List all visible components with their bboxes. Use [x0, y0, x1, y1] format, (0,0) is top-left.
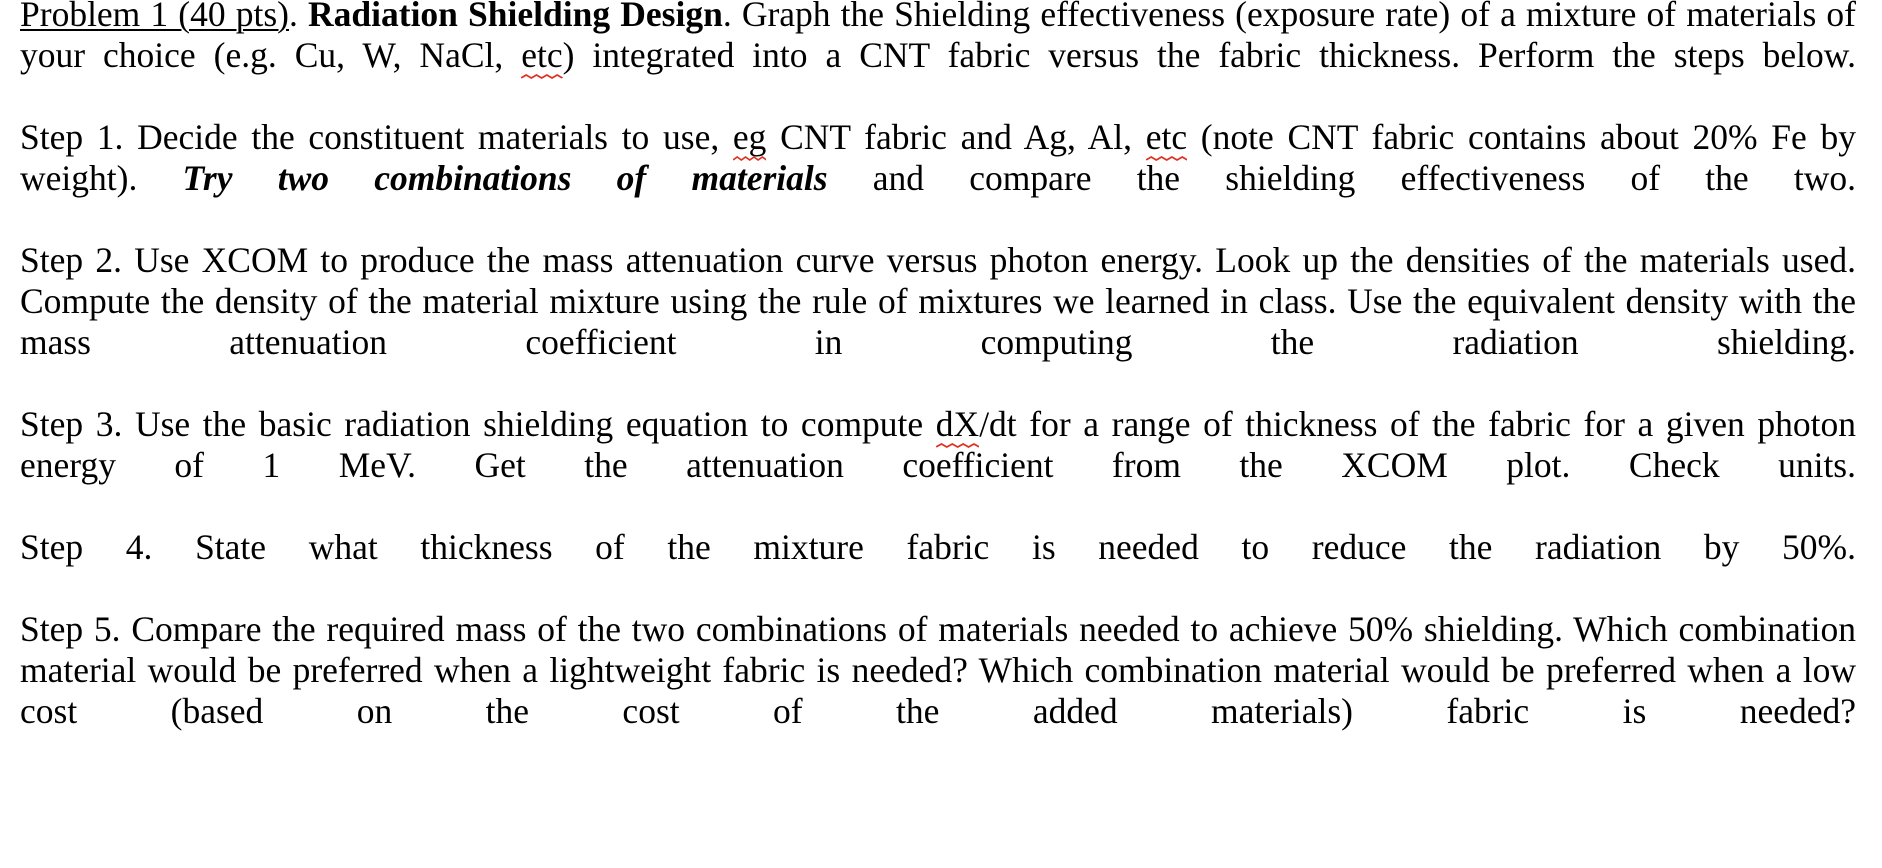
spellcheck-word-etc-1-text: etc: [521, 35, 563, 75]
spellcheck-word-eg-text: eg: [732, 117, 767, 157]
paragraph-problem-intro: Problem 1 (40 pts). Radiation Shielding …: [20, 0, 1856, 117]
paragraph-step-5: Step 5. Compare the required mass of the…: [20, 609, 1856, 731]
paragraph-step-3: Step 3. Use the basic radiation shieldin…: [20, 404, 1856, 527]
problem-intro-text-a: . Graph the Shielding effectiveness (exp…: [20, 0, 1856, 75]
problem-title: Radiation Shielding Design: [308, 0, 723, 34]
step1-text-c: (note CNT fabric contains about 20% Fe b…: [20, 117, 1856, 198]
spellcheck-word-dx-text: dX: [935, 404, 980, 444]
paragraph-step-2: Step 2. Use XCOM to produce the mass att…: [20, 240, 1856, 362]
document-text-column: Problem 1 (40 pts). Radiation Shielding …: [20, 0, 1856, 773]
problem-intro-text-b: ) integrated into a CNT fabric versus th…: [562, 35, 1856, 75]
spellcheck-word-etc-2: etc: [1145, 117, 1188, 162]
problem-heading-label: Problem 1 (40 pts): [20, 0, 289, 34]
step1-emphasis: Try two combinations of materials: [182, 158, 828, 198]
spellcheck-word-etc-2-text: etc: [1145, 117, 1188, 157]
step3-text-a: Step 3. Use the basic radiation shieldin…: [20, 404, 936, 444]
step1-text-d: and compare the shielding effectiveness …: [827, 158, 1857, 198]
step3-text-b: /dt for a range of thickness of the fabr…: [20, 404, 1857, 485]
paragraph-step-4: Step 4. State what thickness of the mixt…: [20, 527, 1856, 567]
paragraph-step-1: Step 1. Decide the constituent materials…: [20, 117, 1856, 240]
step1-text-a: Step 1. Decide the constituent materials…: [20, 117, 733, 157]
step1-text-b: CNT fabric and Ag, Al,: [766, 117, 1146, 157]
problem-heading-period: .: [289, 0, 308, 34]
spellcheck-word-eg: eg: [732, 117, 767, 162]
spellcheck-word-etc-1: etc: [521, 35, 563, 80]
spellcheck-word-dx: dX: [935, 404, 980, 449]
